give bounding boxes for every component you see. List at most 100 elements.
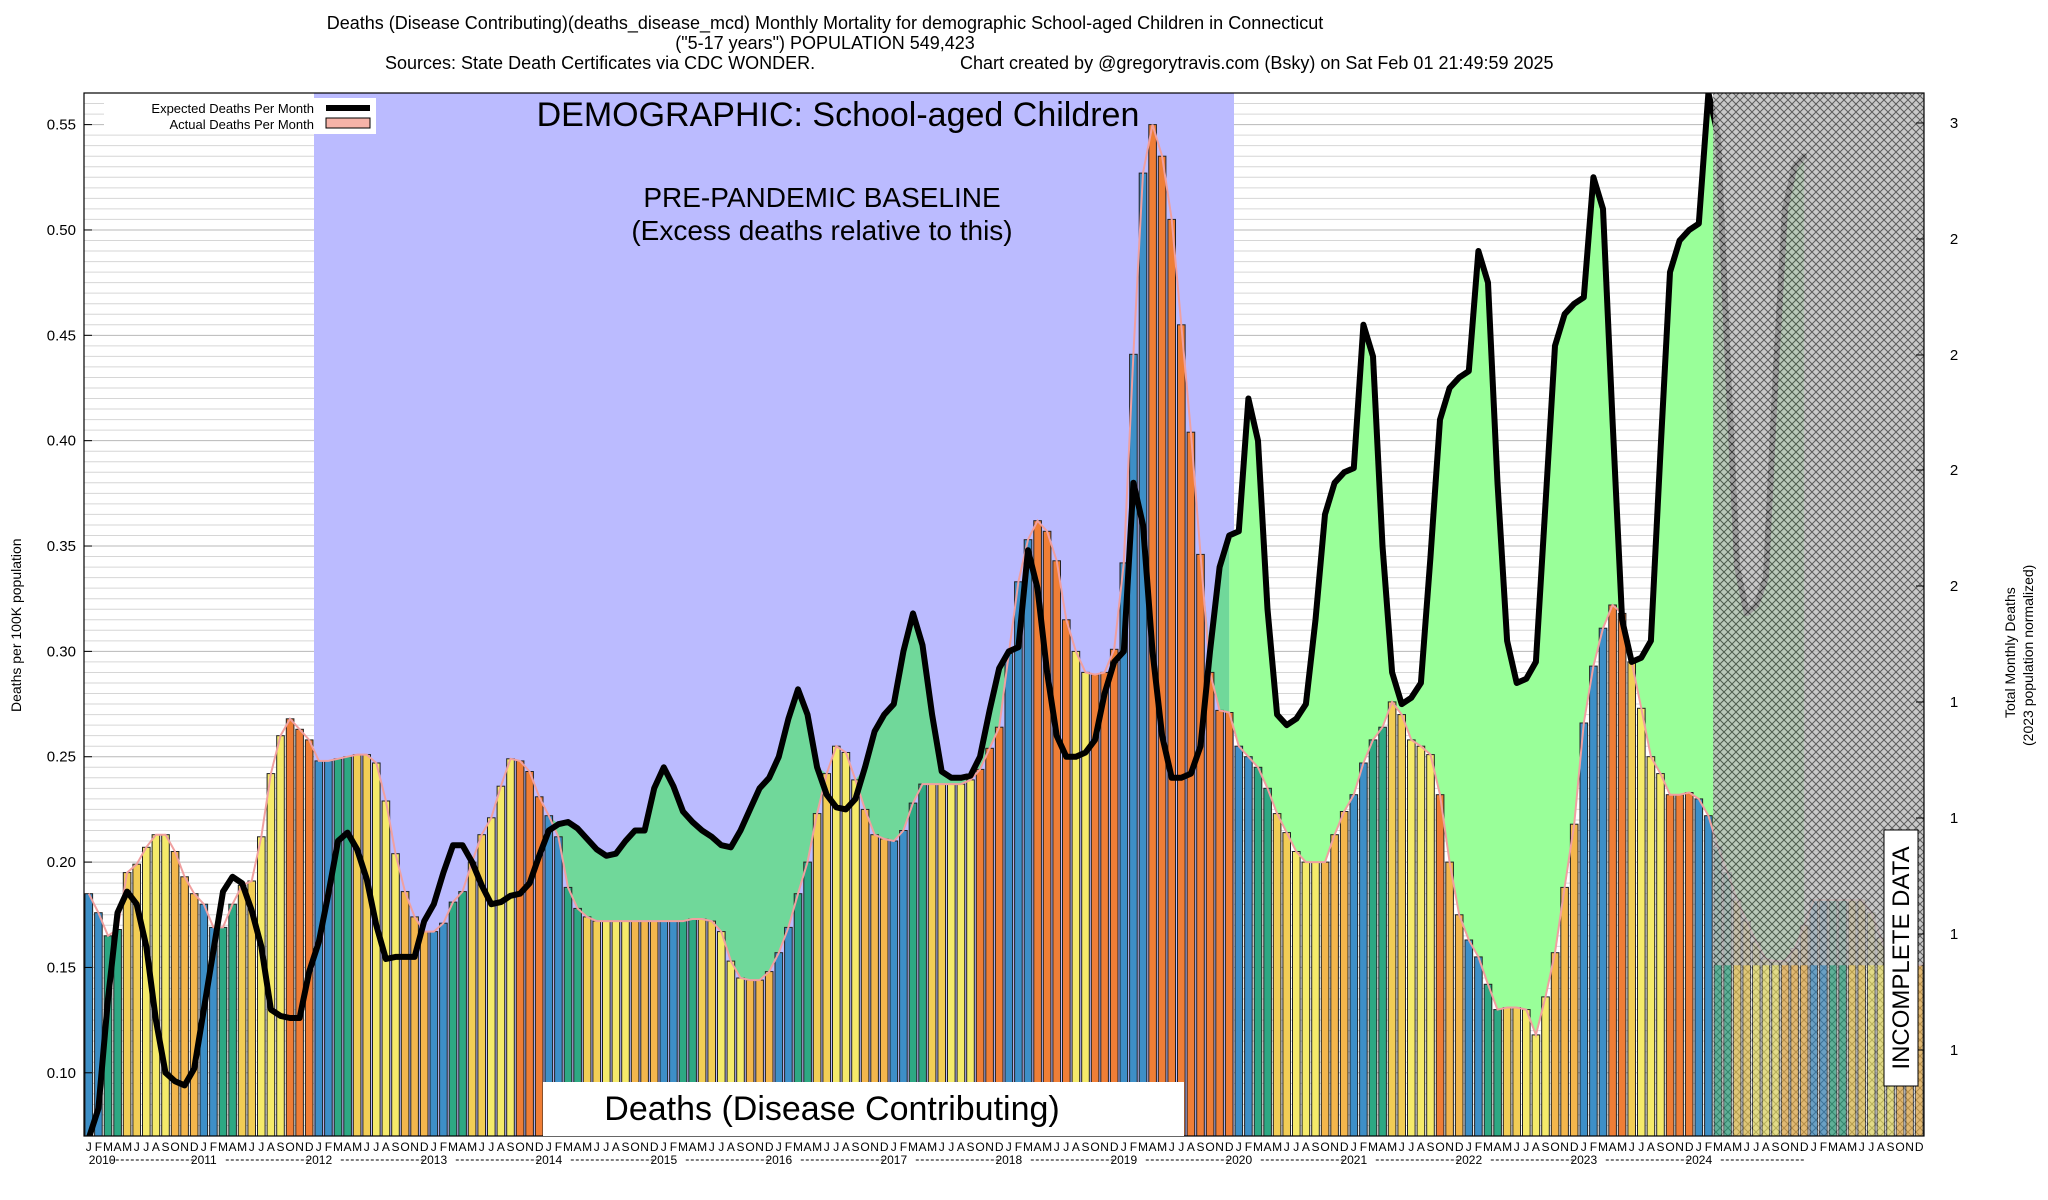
x-month-label: O — [1780, 1140, 1789, 1154]
x-month-label: M — [1847, 1140, 1857, 1154]
x-month-label: A — [1877, 1140, 1885, 1154]
actual-bar — [381, 800, 391, 1136]
actual-bar — [429, 931, 439, 1136]
x-month-label: J — [373, 1140, 379, 1154]
x-month-label: D — [1685, 1140, 1694, 1154]
x-month-label: F — [1705, 1140, 1712, 1154]
actual-bar — [1109, 648, 1119, 1136]
x-month-label: N — [985, 1140, 994, 1154]
x-month-label: J — [1121, 1140, 1127, 1154]
chart-title-line-2: ("5-17 years") POPULATION 549,423 — [675, 33, 975, 53]
actual-bar — [1138, 172, 1148, 1136]
actual-bar — [266, 773, 276, 1136]
x-month-label: S — [161, 1140, 169, 1154]
x-month-label: D — [1340, 1140, 1349, 1154]
actual-bar — [257, 836, 266, 1136]
x-year-label: 2017 — [880, 1153, 907, 1167]
x-month-label: J — [1351, 1140, 1357, 1154]
x-month-label: S — [966, 1140, 974, 1154]
right-tick-label: 2 — [1950, 462, 1958, 479]
x-month-label: S — [276, 1140, 284, 1154]
x-month-label: M — [582, 1140, 592, 1154]
actual-bar — [487, 817, 496, 1136]
actual-bar — [1944, 938, 1952, 1136]
x-month-label: N — [870, 1140, 879, 1154]
x-month-label: J — [824, 1140, 830, 1154]
x-month-label: A — [1302, 1140, 1310, 1154]
x-month-label: A — [152, 1140, 160, 1154]
x-month-label: S — [1541, 1140, 1549, 1154]
actual-bar — [324, 760, 333, 1136]
x-month-label: M — [563, 1140, 573, 1154]
actual-bar — [1426, 754, 1435, 1136]
x-month-label: J — [594, 1140, 600, 1154]
x-month-label: J — [1408, 1140, 1414, 1154]
actual-bar — [496, 785, 506, 1136]
x-month-label: A — [267, 1140, 275, 1154]
actual-bar — [1684, 792, 1694, 1136]
actual-bar — [1186, 431, 1196, 1136]
actual-bar — [1215, 709, 1224, 1136]
x-month-label: M — [352, 1140, 362, 1154]
x-month-label: F — [670, 1140, 677, 1154]
actual-bar — [1992, 908, 2000, 1136]
x-month-label: D — [1800, 1140, 1809, 1154]
x-month-label: J — [86, 1140, 92, 1154]
y-tick-label: 0.30 — [47, 643, 76, 660]
actual-bar — [1522, 1009, 1531, 1136]
x-year-label: 2018 — [995, 1153, 1022, 1167]
x-month-label: O — [515, 1140, 524, 1154]
actual-bar — [1704, 815, 1713, 1136]
x-month-label: O — [1665, 1140, 1674, 1154]
x-month-label: M — [1138, 1140, 1148, 1154]
actual-bar — [189, 893, 199, 1136]
actual-bar — [1292, 851, 1301, 1136]
x-month-label: O — [1090, 1140, 1099, 1154]
actual-bar — [218, 926, 228, 1136]
series-lines — [86, 93, 1924, 1136]
x-month-label: S — [391, 1140, 399, 1154]
actual-bar — [1694, 798, 1704, 1136]
actual-bar — [419, 931, 429, 1136]
x-month-label: M — [678, 1140, 688, 1154]
legend-label-expected: Expected Deaths Per Month — [151, 101, 314, 116]
x-month-label: J — [1169, 1140, 1175, 1154]
x-month-label: M — [1828, 1140, 1838, 1154]
actual-bar — [1646, 756, 1656, 1136]
excess-fill-baseline — [548, 124, 1230, 981]
x-month-label: O — [1895, 1140, 1904, 1154]
x-month-label: F — [1820, 1140, 1827, 1154]
actual-bar — [439, 922, 448, 1136]
x-month-label: A — [1838, 1140, 1846, 1154]
actual-bar — [1445, 861, 1454, 1136]
x-month-label: M — [122, 1140, 132, 1154]
actual-bar — [1531, 1034, 1541, 1136]
x-month-label: N — [180, 1140, 189, 1154]
actual-bar — [1023, 539, 1033, 1136]
x-month-label: M — [1042, 1140, 1052, 1154]
x-month-label: M — [697, 1140, 707, 1154]
x-month-label: A — [612, 1140, 620, 1154]
x-month-label: F — [440, 1140, 447, 1154]
actual-bar — [400, 891, 410, 1136]
right-tick-label: 1 — [1950, 694, 1958, 711]
actual-bar — [1224, 712, 1234, 1136]
y-tick-label: 0.55 — [47, 117, 76, 134]
x-year-label: 2016 — [765, 1153, 792, 1167]
actual-bar — [1983, 908, 1991, 1136]
x-month-label: A — [1532, 1140, 1540, 1154]
right-tick-label: 1 — [1950, 926, 1958, 943]
x-month-label: J — [939, 1140, 945, 1154]
x-month-label: J — [1744, 1140, 1750, 1154]
actual-bar — [391, 853, 400, 1136]
actual-bar — [352, 754, 362, 1136]
actual-bar — [122, 872, 132, 1136]
x-month-label: J — [1638, 1140, 1644, 1154]
x-month-label: N — [1905, 1140, 1914, 1154]
x-month-label: J — [1293, 1140, 1299, 1154]
x-month-label: S — [1656, 1140, 1664, 1154]
actual-bar — [1263, 787, 1272, 1136]
excess-fill-post — [1229, 93, 1805, 1035]
x-month-label: A — [1493, 1140, 1501, 1154]
x-month-label: J — [201, 1140, 207, 1154]
